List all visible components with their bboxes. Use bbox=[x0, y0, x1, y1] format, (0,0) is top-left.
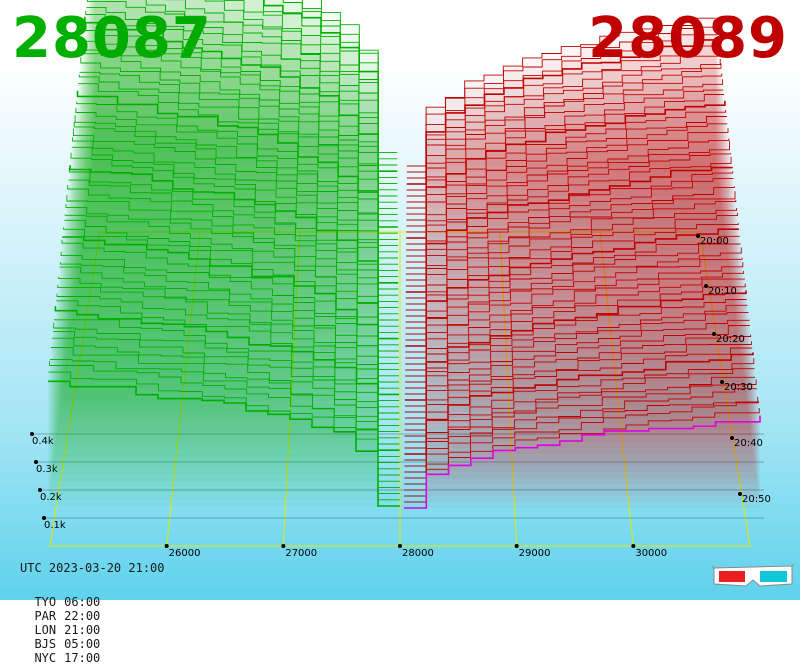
bid-depth-line bbox=[70, 152, 399, 333]
y-tick-dot bbox=[42, 516, 46, 520]
y-tick-label: 0.1k bbox=[44, 520, 66, 531]
z-tick-dot bbox=[712, 332, 716, 336]
timezone-clocks: TYO 06:00 PAR 22:00 LON 21:00 BJS 05:00 NYC 1… bbox=[20, 581, 126, 665]
ask-depth-line bbox=[404, 304, 748, 413]
y-tick-label: 0.4k bbox=[32, 436, 54, 447]
bid-depth-line bbox=[48, 371, 400, 501]
z-tick-dot bbox=[696, 234, 700, 238]
ask-depth-line bbox=[406, 116, 727, 251]
bid-depth-line bbox=[59, 266, 400, 420]
x-tick-label: 28000 bbox=[402, 548, 434, 559]
z-tick-dot bbox=[730, 436, 734, 440]
ask-depth-line bbox=[405, 186, 735, 311]
ask-depth-line bbox=[404, 401, 759, 497]
x-tick-dot bbox=[281, 544, 286, 548]
bid-depth-line bbox=[50, 347, 400, 482]
ask-depth-line bbox=[404, 347, 753, 449]
zone-par: PAR 22:00 bbox=[34, 609, 101, 623]
ask-depth-line bbox=[406, 59, 721, 203]
bid-depth-line bbox=[48, 380, 400, 507]
bid-depth-line bbox=[72, 137, 399, 321]
ask-depth-line bbox=[405, 191, 736, 317]
z-tick-label: 20:40 bbox=[734, 438, 763, 449]
bid-depth-line bbox=[59, 262, 400, 414]
bid-depth-line bbox=[54, 319, 400, 457]
y-tick-label: 0.3k bbox=[36, 464, 58, 475]
zone-tyo: TYO 06:00 bbox=[34, 595, 101, 609]
z-tick-label: 20:20 bbox=[716, 334, 745, 345]
zone-lon: LON 21:00 bbox=[34, 623, 101, 637]
bid-depth-line bbox=[52, 330, 400, 470]
bid-depth-line bbox=[61, 239, 400, 402]
z-tick-label: 20:10 bbox=[708, 286, 737, 297]
x-tick-dot bbox=[631, 544, 636, 548]
ask-depth-line bbox=[405, 278, 745, 389]
bid-depth-line bbox=[76, 101, 399, 290]
z-tick-label: 20:00 bbox=[700, 236, 729, 247]
ask-depth-line bbox=[404, 358, 755, 461]
bid-depth-line bbox=[65, 204, 399, 371]
utc-timestamp: UTC 2023-03-20 21:00 bbox=[20, 561, 165, 575]
ask-depth-line bbox=[404, 311, 749, 419]
zone-nyc: NYC 17:00 bbox=[34, 651, 101, 665]
x-tick-label: 29000 bbox=[519, 548, 551, 559]
x-tick-label: 26000 bbox=[169, 548, 201, 559]
y-tick-label: 0.2k bbox=[40, 492, 62, 503]
price-grid-line bbox=[282, 231, 301, 547]
z-tick-label: 20:30 bbox=[724, 382, 753, 393]
ask-depth-line bbox=[404, 325, 750, 431]
ask-depth-line bbox=[404, 415, 761, 509]
x-tick-dot bbox=[398, 544, 402, 548]
x-tick-dot bbox=[514, 544, 519, 548]
depth-chart: 26000 27000 28000 29000 30000 0.1k 0.2k 0.3k 0.4… bbox=[30, 0, 771, 559]
price-grid-line bbox=[499, 231, 518, 547]
price-grid-line bbox=[166, 231, 201, 547]
ask-depth-line bbox=[404, 319, 750, 425]
bid-price: 28087 bbox=[12, 6, 212, 71]
x-tick-dot bbox=[164, 544, 169, 548]
y-tick-dot bbox=[30, 432, 34, 436]
bid-depth-line bbox=[64, 219, 399, 383]
zone-bjs: BJS 05:00 bbox=[34, 637, 101, 651]
ask-depth-line bbox=[405, 228, 739, 347]
bid-depth-line bbox=[73, 121, 399, 309]
z-tick-label: 20:50 bbox=[742, 494, 771, 505]
y-tick-dot bbox=[34, 460, 38, 464]
ask-depth-line bbox=[404, 396, 759, 491]
3d-glasses-icon[interactable] bbox=[712, 562, 794, 594]
z-tick-dot bbox=[720, 380, 724, 384]
bid-depth-line bbox=[61, 236, 400, 396]
ask-depth-line bbox=[405, 140, 731, 275]
z-tick-dot bbox=[704, 284, 708, 288]
bid-depth-line bbox=[69, 165, 399, 340]
x-tick-label: 30000 bbox=[635, 548, 667, 559]
ask-depth-line bbox=[405, 243, 741, 359]
bid-depth-line bbox=[54, 306, 400, 452]
bid-depth-line bbox=[84, 30, 398, 234]
ask-depth-line bbox=[404, 341, 752, 443]
bid-depth-line bbox=[80, 57, 398, 259]
ask-depth-line bbox=[406, 79, 724, 221]
ask-depth-line bbox=[404, 379, 757, 479]
y-tick-dot bbox=[38, 488, 42, 492]
ask-depth-line bbox=[404, 352, 754, 455]
bid-depth-line bbox=[58, 276, 400, 426]
ask-depth-line bbox=[404, 376, 756, 473]
x-tick-label: 27000 bbox=[285, 548, 317, 559]
ask-depth-line bbox=[405, 270, 745, 383]
z-tick-dot bbox=[738, 492, 742, 496]
